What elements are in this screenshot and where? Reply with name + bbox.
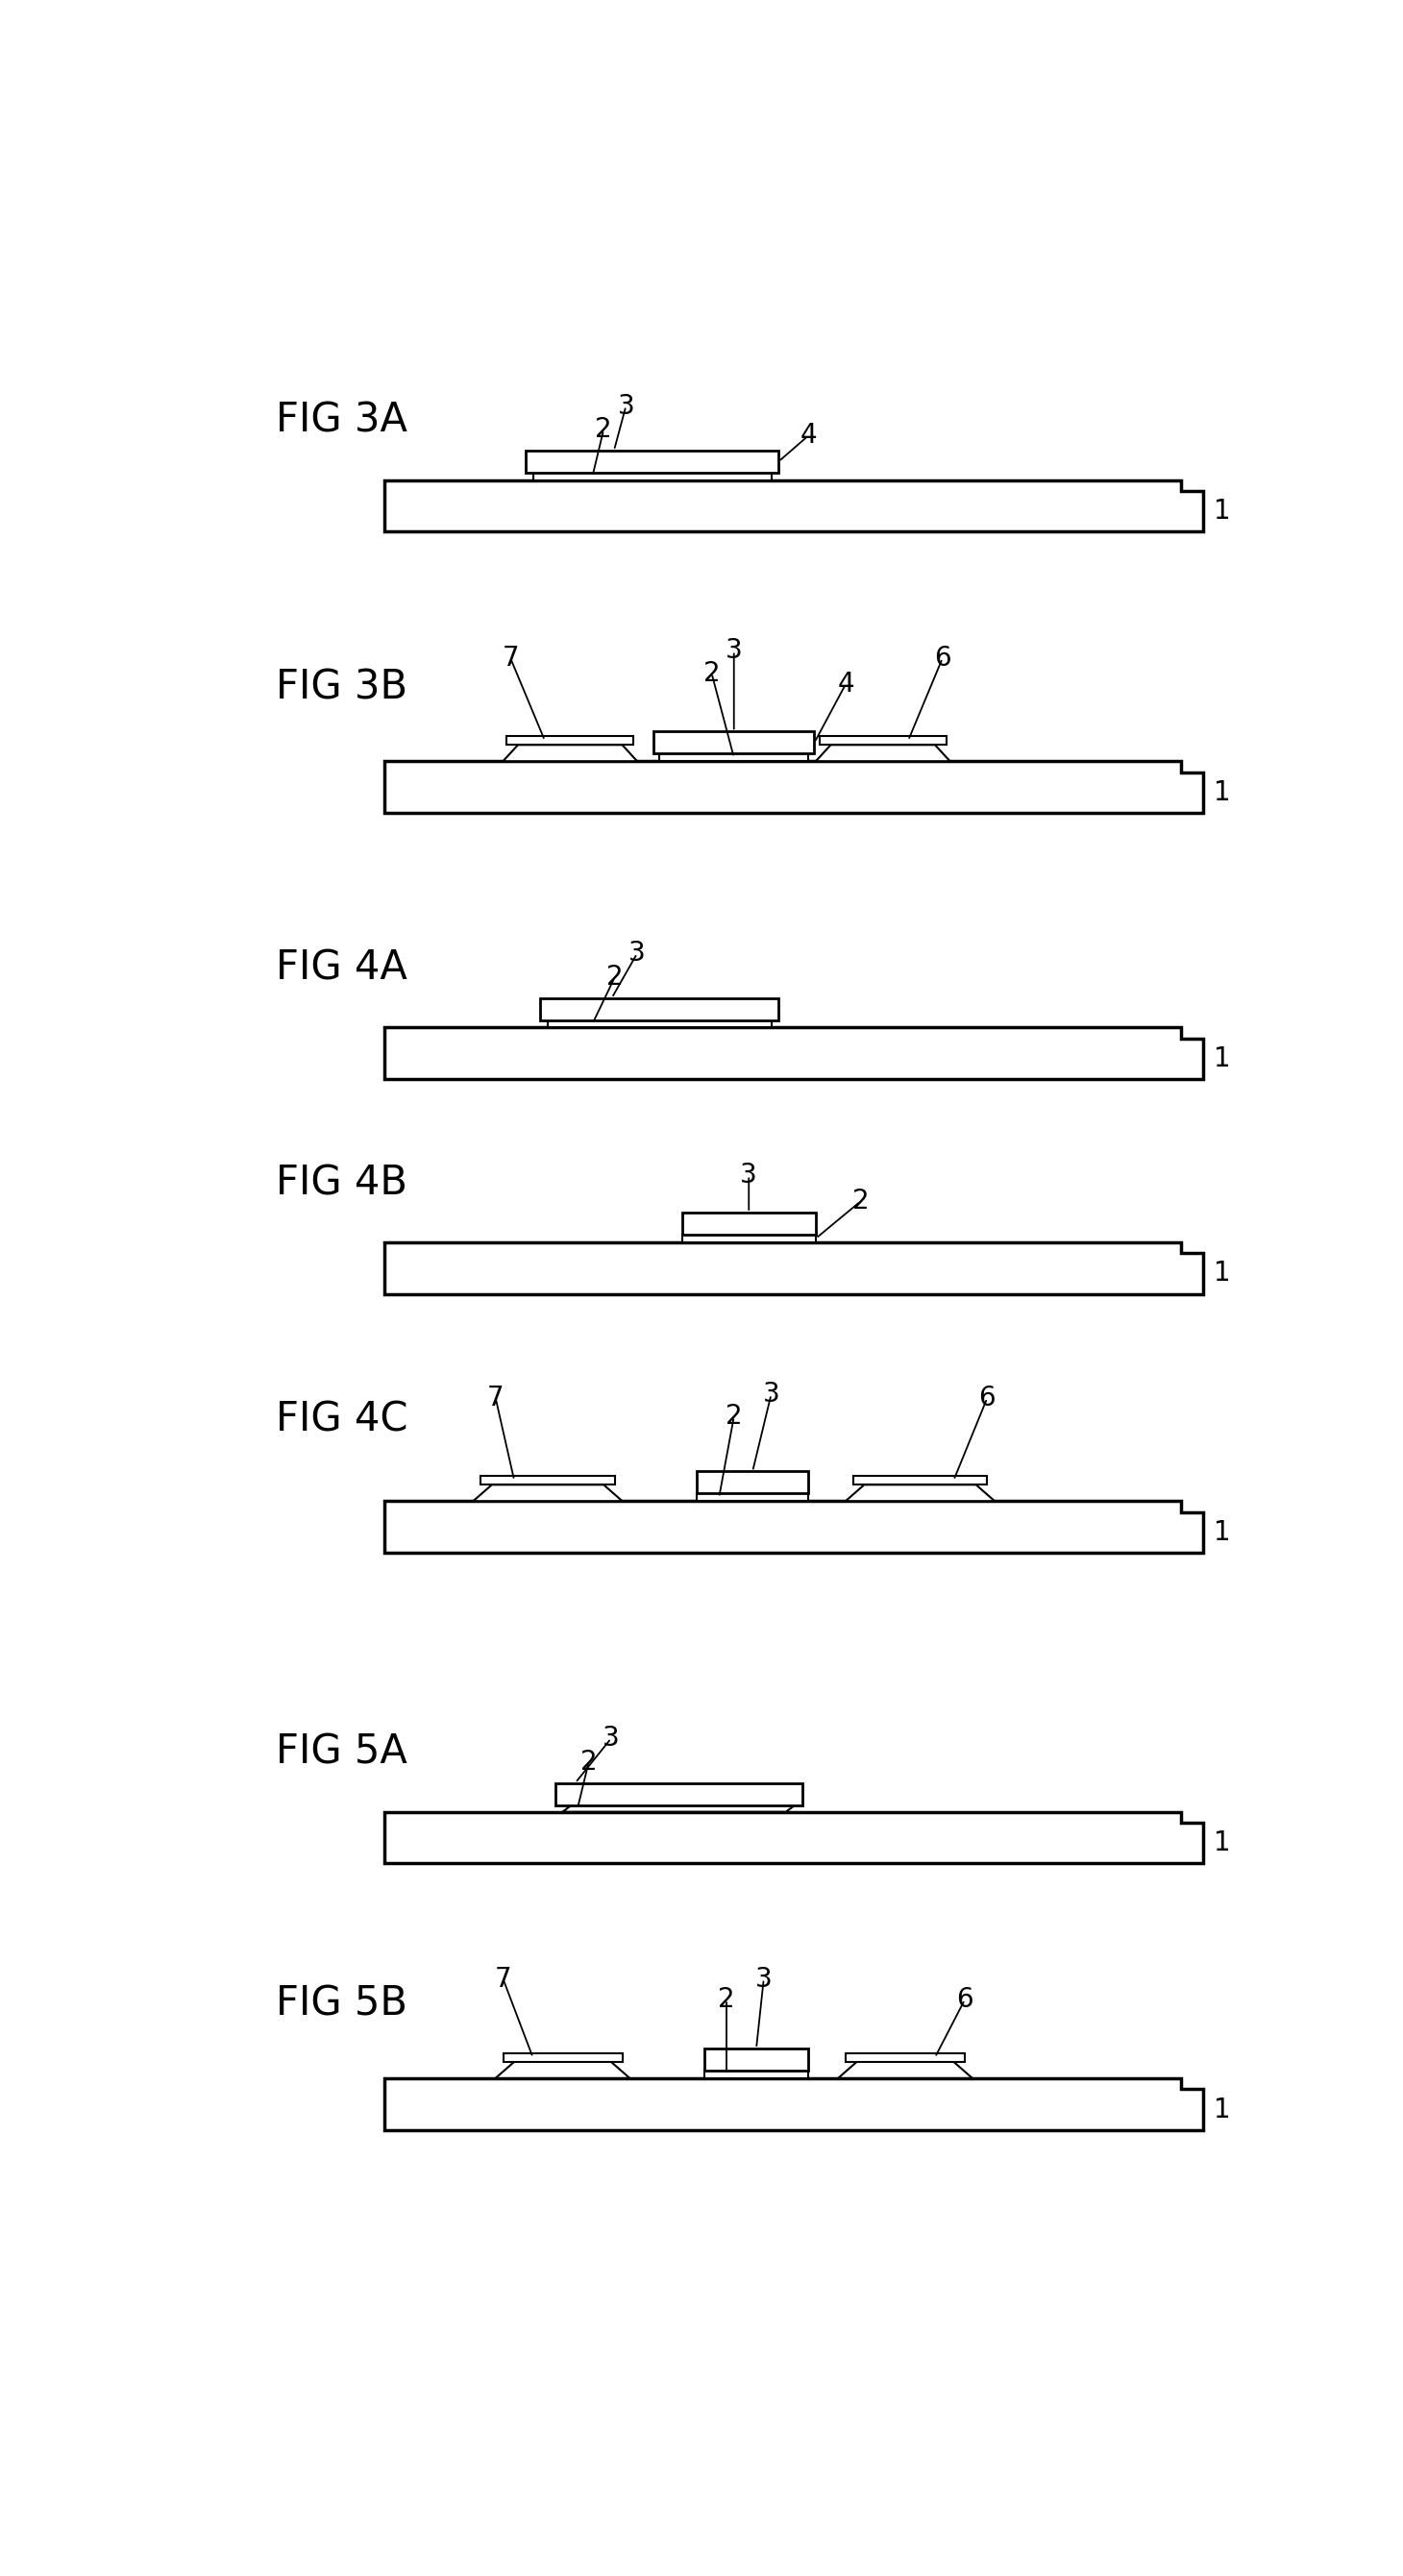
Text: 1: 1 (1214, 2097, 1230, 2123)
Bar (819, 737, 946, 744)
Bar (506, 737, 633, 744)
Bar (504, 2053, 622, 2061)
Bar (682, 1213, 817, 1234)
Polygon shape (473, 1484, 622, 1502)
Text: FIG 4B: FIG 4B (276, 1162, 407, 1203)
Text: 7: 7 (495, 1965, 512, 1991)
Text: 2: 2 (606, 963, 623, 992)
Text: 1: 1 (1214, 778, 1230, 806)
Text: 2: 2 (703, 659, 720, 688)
Text: FIG 3B: FIG 3B (276, 667, 408, 708)
Bar (704, 2071, 808, 2079)
Bar (659, 755, 808, 760)
Bar (533, 471, 772, 479)
Text: FIG 4A: FIG 4A (276, 948, 407, 989)
Text: 2: 2 (725, 1404, 742, 1430)
Text: 2: 2 (852, 1188, 868, 1216)
Text: FIG 5B: FIG 5B (276, 1984, 407, 2025)
Text: 1: 1 (1214, 1046, 1230, 1072)
Polygon shape (384, 1811, 1204, 1862)
Text: 7: 7 (487, 1386, 504, 1412)
Bar (654, 732, 814, 755)
Text: 2: 2 (595, 417, 612, 443)
Polygon shape (556, 1783, 803, 1806)
Text: 2: 2 (581, 1749, 598, 1775)
Polygon shape (384, 2079, 1204, 2130)
Text: 3: 3 (763, 1381, 780, 1409)
Polygon shape (384, 479, 1204, 531)
Bar (547, 1020, 772, 1028)
Polygon shape (817, 744, 950, 760)
Text: 6: 6 (957, 1986, 974, 2012)
Bar (704, 2048, 808, 2071)
Bar (481, 1476, 615, 1484)
Polygon shape (846, 1484, 995, 1502)
Text: FIG 4C: FIG 4C (276, 1399, 408, 1440)
Bar (540, 997, 779, 1020)
Text: 3: 3 (629, 940, 645, 966)
Bar (697, 1494, 808, 1502)
Text: 4: 4 (838, 670, 854, 698)
Polygon shape (495, 2061, 630, 2079)
Text: 6: 6 (934, 644, 951, 672)
Text: FIG 3A: FIG 3A (276, 402, 407, 440)
Text: 3: 3 (617, 392, 634, 420)
Polygon shape (384, 1028, 1204, 1079)
Text: 4: 4 (800, 422, 817, 448)
Text: 1: 1 (1214, 497, 1230, 526)
Polygon shape (838, 2061, 972, 2079)
Bar (846, 2053, 965, 2061)
Polygon shape (504, 744, 637, 760)
Text: 3: 3 (741, 1162, 758, 1190)
Text: FIG 5A: FIG 5A (276, 1734, 407, 1772)
Polygon shape (563, 1806, 796, 1811)
Text: 2: 2 (718, 1986, 735, 2012)
Bar (525, 451, 779, 471)
Text: 7: 7 (502, 644, 519, 672)
Bar (853, 1476, 988, 1484)
Bar (697, 1471, 808, 1494)
Text: 1: 1 (1214, 1260, 1230, 1288)
Polygon shape (384, 1502, 1204, 1553)
Text: 6: 6 (979, 1386, 996, 1412)
Text: 3: 3 (725, 636, 742, 665)
Polygon shape (384, 760, 1204, 814)
Polygon shape (384, 1242, 1204, 1293)
Text: 1: 1 (1214, 1520, 1230, 1546)
Text: 3: 3 (755, 1965, 772, 1991)
Bar (682, 1234, 817, 1242)
Text: 3: 3 (602, 1726, 620, 1752)
Text: 1: 1 (1214, 1829, 1230, 1857)
